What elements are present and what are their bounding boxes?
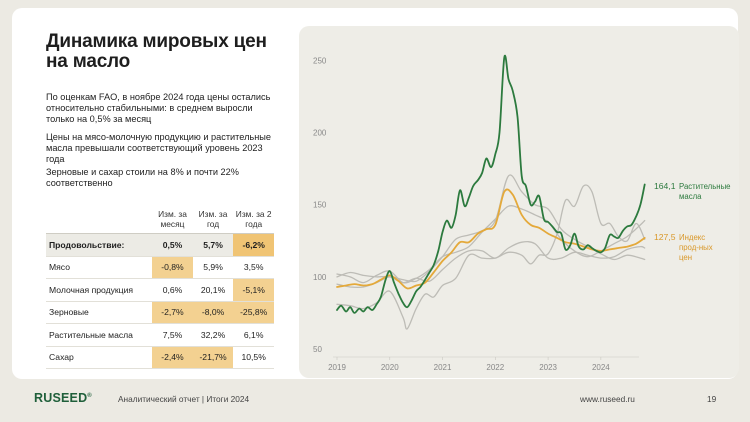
food-index-end-value: 127,5: [654, 232, 676, 242]
footer-report-title: Аналитический отчет | Итоги 2024: [118, 394, 250, 404]
veg-oil-series-label: масла: [679, 192, 702, 201]
table-cell: -5,1%: [233, 278, 274, 302]
table-row: Молочная продукция 0,6% 20,1% -5,1%: [46, 278, 274, 302]
food-index-series-label: Индекс: [679, 233, 705, 242]
table-cell: -2,7%: [152, 301, 193, 324]
x-tick-label: 2024: [592, 363, 610, 372]
veg-oil-series-line: [336, 54, 646, 314]
price-change-table: Изм. за месяц Изм. за год Изм. за 2 года…: [46, 204, 274, 369]
table-header-cell: Изм. за год: [192, 204, 234, 234]
row-label: Продовольствие:: [46, 233, 153, 257]
table-row: Зерновые -2,7% -8,0% -25,8%: [46, 301, 274, 324]
table-cell: -8,0%: [192, 301, 234, 324]
y-tick-label: 250: [313, 56, 327, 65]
table-header-cell: Изм. за 2 года: [233, 204, 274, 234]
table-cell: 0,5%: [152, 233, 193, 257]
paragraph-fao-estimate: По оценкам FAO, в ноябре 2024 года цены …: [46, 92, 271, 124]
slide-card: Динамика мировых цен на масло По оценкам…: [12, 8, 739, 379]
paragraph-grains-sugar: Зерновые и сахар стоили на 8% и почти 22…: [46, 167, 239, 188]
price-line-chart: 50 100 150 200 250 2019 2020 2021 2022 2023 2024 1…: [313, 54, 731, 372]
price-chart-panel: 50 100 150 200 250 2019 2020 2021 2022 2023 2024 1…: [299, 26, 739, 378]
y-tick-label: 150: [313, 201, 327, 210]
x-tick-label: 2019: [328, 363, 346, 372]
food-index-series-label: прод-ных: [679, 243, 713, 252]
food-index-series-label: цен: [679, 253, 692, 262]
y-tick-label: 100: [313, 273, 327, 282]
footer-url-link[interactable]: www.ruseed.ru: [580, 394, 635, 404]
table-row: Продовольствие: 0,5% 5,7% -6,2%: [46, 233, 274, 257]
table-cell: -6,2%: [233, 233, 274, 257]
logo-text: RUSEED: [34, 391, 88, 405]
table-cell: 10,5%: [233, 346, 274, 369]
other-index-series-line: [336, 241, 646, 284]
x-tick-label: 2021: [434, 363, 452, 372]
row-label: Молочная продукция: [46, 278, 153, 302]
x-tick-label: 2023: [539, 363, 557, 372]
y-tick-label: 200: [313, 129, 327, 138]
table-row: Мясо -0,8% 5,9% 3,5%: [46, 256, 274, 279]
table-cell: 6,1%: [233, 323, 274, 347]
row-label: Мясо: [46, 256, 153, 279]
table-cell: -0,8%: [152, 256, 193, 279]
veg-oil-series-label: Растительные: [679, 182, 731, 191]
table-cell: 5,7%: [192, 233, 234, 257]
page-number: 19: [707, 394, 717, 404]
row-label: Зерновые: [46, 301, 153, 324]
row-label: Сахар: [46, 346, 153, 369]
table-cell: 0,6%: [152, 278, 193, 302]
page-title: Динамика мировых цен на масло: [46, 31, 267, 72]
veg-oil-end-value: 164,1: [654, 181, 676, 191]
footer: RUSEED® Аналитический отчет | Итоги 2024…: [0, 387, 750, 417]
table-row: Сахар -2,4% -21,7% 10,5%: [46, 346, 274, 369]
table-cell: 5,9%: [192, 256, 234, 279]
x-tick-label: 2020: [381, 363, 399, 372]
x-tick-label: 2022: [486, 363, 504, 372]
table-header-cell: [46, 204, 153, 234]
other-index-series-line: [336, 174, 646, 289]
table-cell: -25,8%: [233, 301, 274, 324]
paragraph-meat-dairy: Цены на мясо-молочную продукцию и растит…: [46, 132, 272, 164]
table-row: Растительные масла 7,5% 32,2% 6,1%: [46, 323, 274, 347]
ruseed-logo: RUSEED®: [34, 391, 92, 405]
table-header-cell: Изм. за месяц: [152, 204, 193, 234]
table-cell: 7,5%: [152, 323, 193, 347]
logo-mark: ®: [87, 392, 92, 399]
table-cell: 20,1%: [192, 278, 234, 302]
food-index-series-line: [336, 188, 646, 290]
table-cell: -2,4%: [152, 346, 193, 369]
row-label: Растительные масла: [46, 323, 153, 347]
y-tick-label: 50: [313, 345, 322, 354]
other-index-series-line: [336, 184, 646, 330]
table-cell: -21,7%: [192, 346, 234, 369]
table-cell: 32,2%: [192, 323, 234, 347]
table-cell: 3,5%: [233, 256, 274, 279]
table-header-row: Изм. за месяц Изм. за год Изм. за 2 года: [46, 204, 274, 234]
